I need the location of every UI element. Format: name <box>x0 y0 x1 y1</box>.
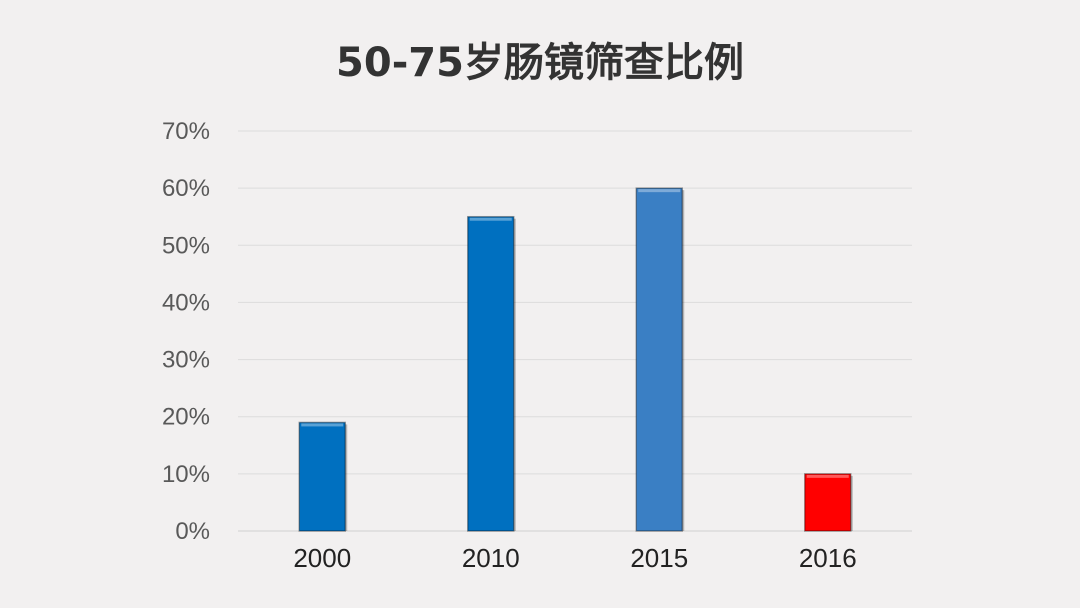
y-tick-label: 40% <box>162 289 210 316</box>
bar <box>804 473 852 532</box>
y-tick-label: 50% <box>162 232 210 259</box>
bar-highlight <box>301 423 344 427</box>
bar <box>467 215 515 532</box>
y-tick-label: 0% <box>175 518 210 545</box>
bar-highlight <box>806 474 849 478</box>
x-tick-label: 2010 <box>462 543 520 573</box>
chart-title: 50-75岁肠镜筛查比例 <box>336 40 744 86</box>
y-tick-label: 30% <box>162 347 210 374</box>
x-tick-label: 2000 <box>293 543 351 573</box>
bar <box>635 187 683 532</box>
bar <box>298 421 346 532</box>
x-tick-label: 2015 <box>630 543 688 573</box>
bar-highlight <box>469 217 512 221</box>
y-tick-label: 60% <box>162 175 210 202</box>
bar-highlight <box>638 189 681 193</box>
x-tick-label: 2016 <box>799 543 857 573</box>
y-tick-label: 20% <box>162 404 210 431</box>
y-tick-label: 10% <box>162 461 210 488</box>
y-tick-label: 70% <box>162 118 210 145</box>
